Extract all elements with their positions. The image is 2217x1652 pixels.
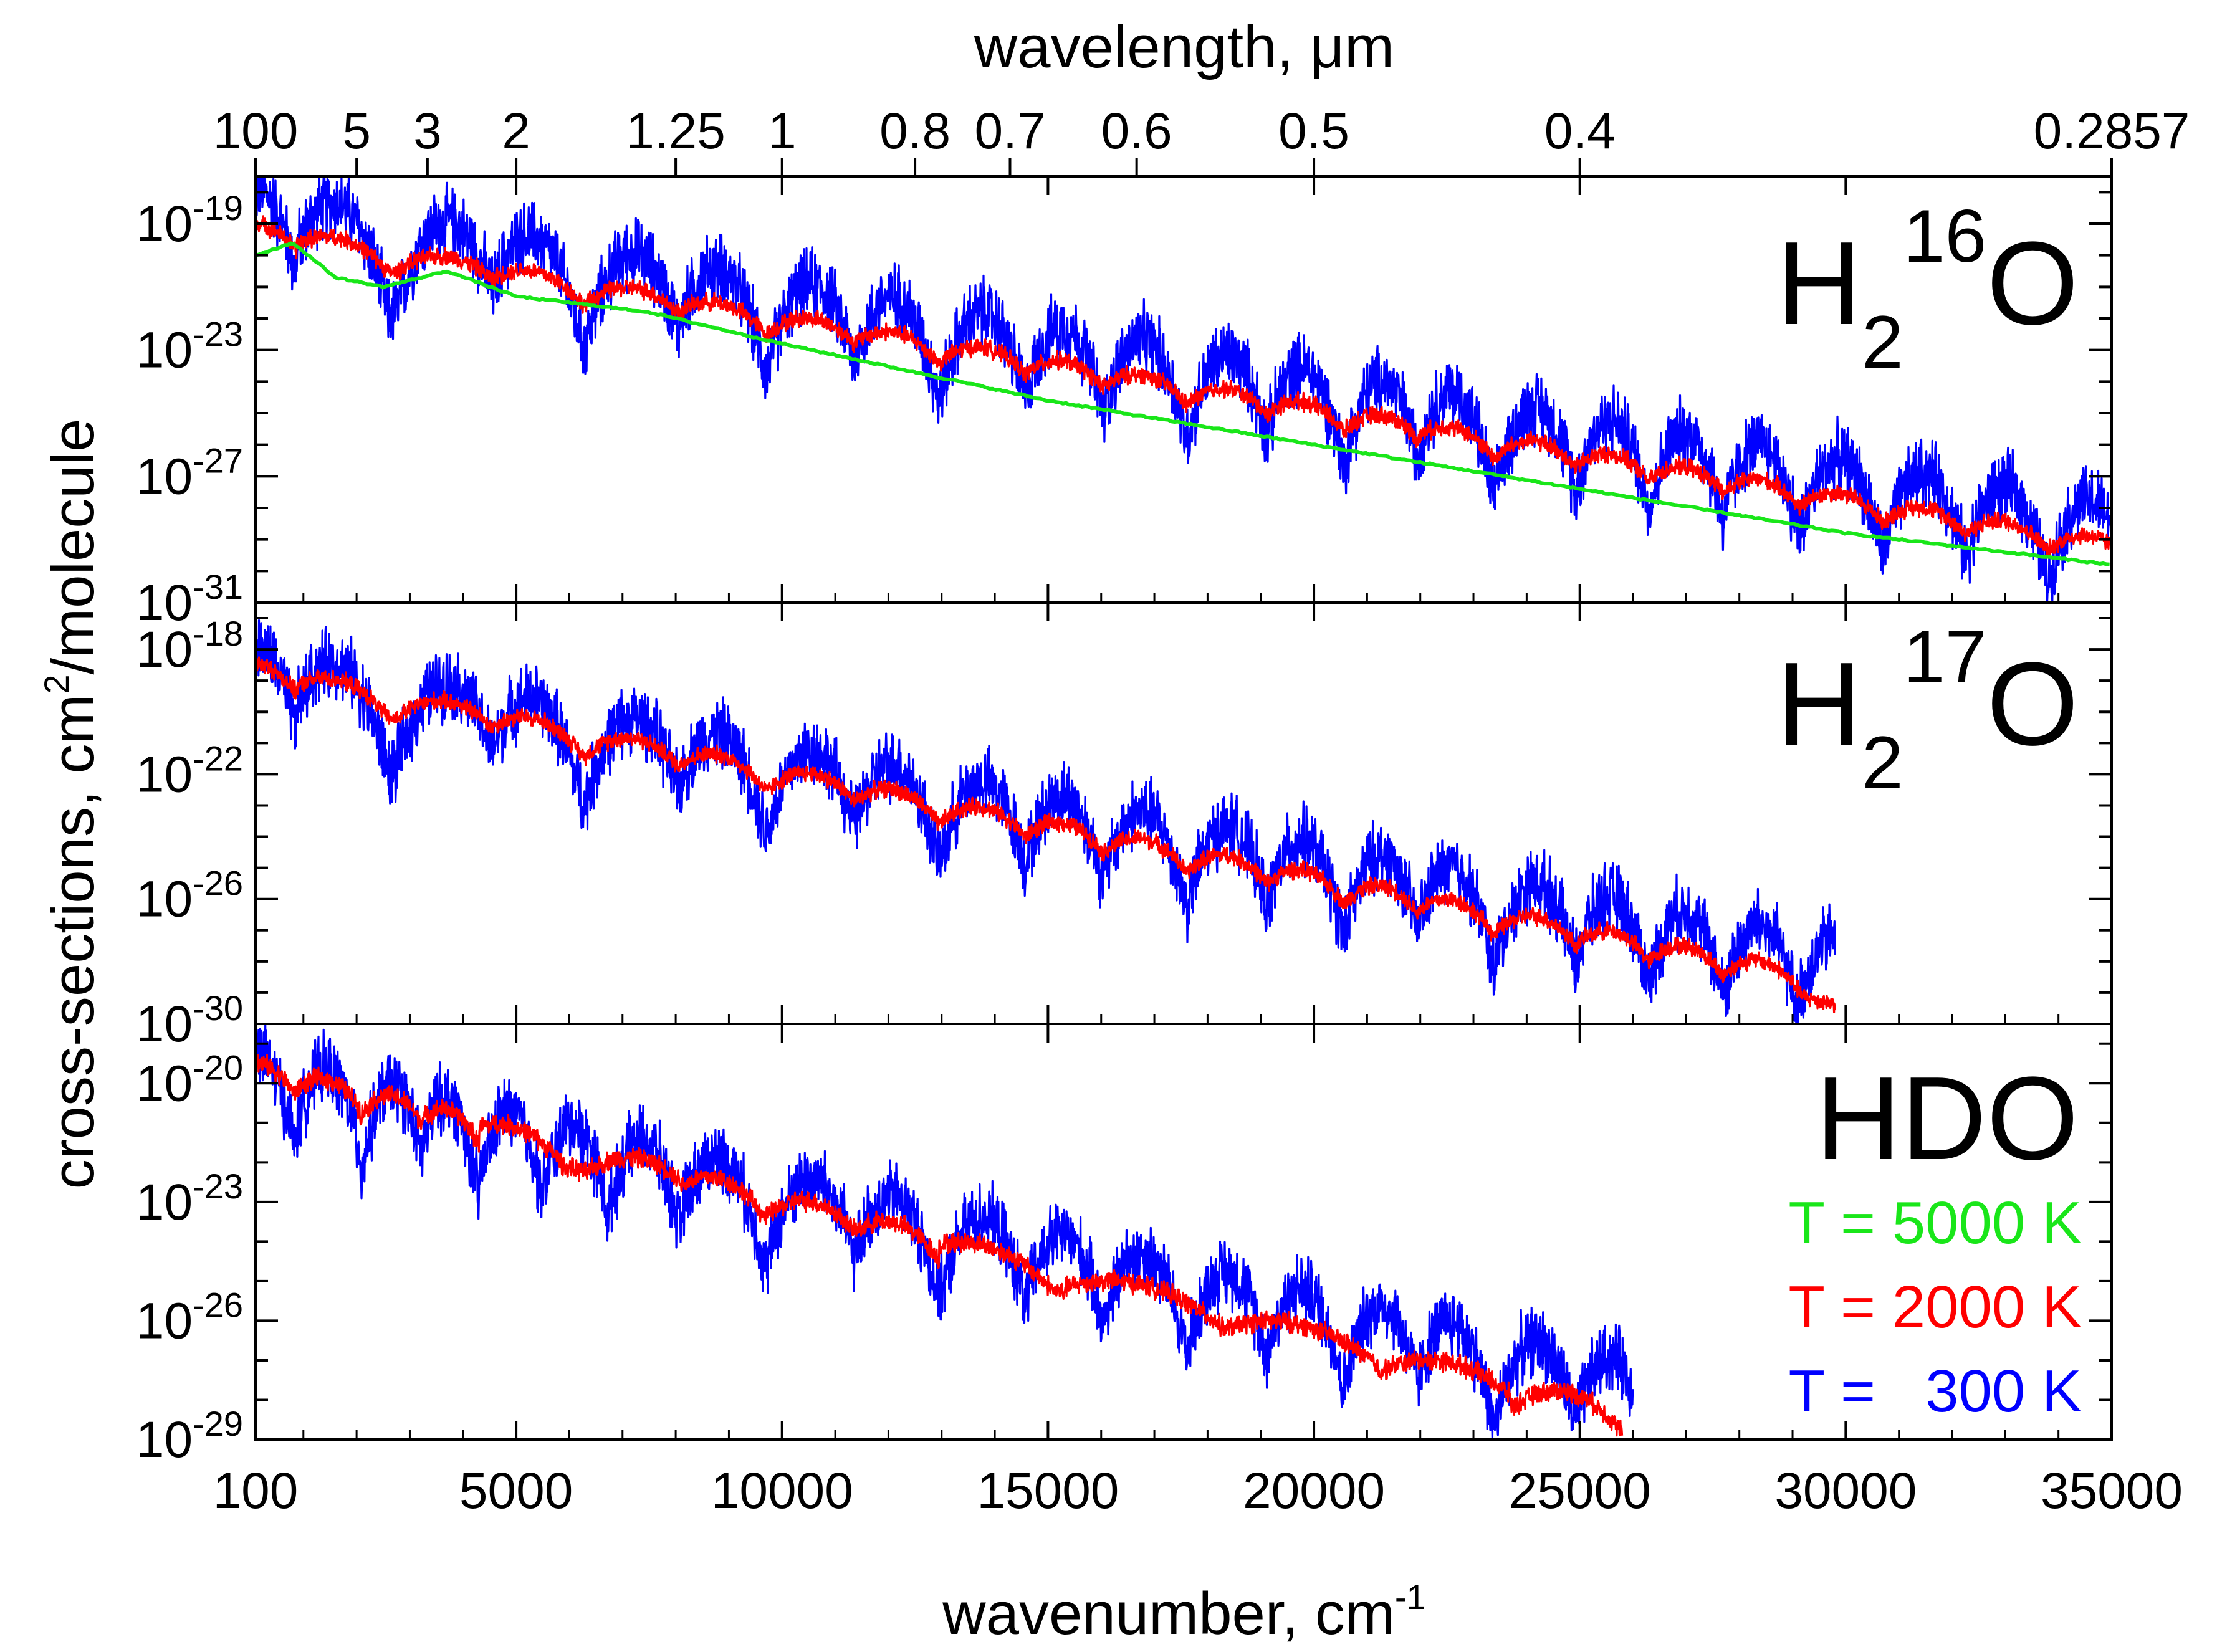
top-tick-label: 0.5 bbox=[1278, 103, 1349, 160]
series-line-300k bbox=[256, 1024, 1634, 1440]
species-label-hdo: HDO bbox=[1816, 1053, 2079, 1185]
series-line-300k bbox=[256, 176, 2112, 603]
series-line-300k bbox=[256, 619, 1836, 1024]
series-line-5000k bbox=[256, 241, 2110, 566]
species-label-h2-17o: H217O bbox=[1776, 615, 2079, 805]
top-axis: 100 5 3 2 1.25 1 0.8 0.7 0.6 0.5 0.4 0.2857 bbox=[213, 103, 2190, 176]
x-tick-label: 10000 bbox=[711, 1463, 853, 1519]
top-tick-label: 0.2857 bbox=[2034, 103, 2190, 160]
top-tick-label: 1.25 bbox=[626, 103, 725, 160]
x-tick-label: 100 bbox=[213, 1463, 299, 1519]
y-tick-label: 10-22 bbox=[136, 738, 243, 803]
y-axis-title-sup: 2 bbox=[37, 674, 76, 694]
series-line-2000k bbox=[256, 1054, 1624, 1437]
x-tick-label: 15000 bbox=[977, 1463, 1119, 1519]
legend: T = 5000 K T = 2000 K T = 300 K bbox=[1788, 1190, 2082, 1425]
y-tick-label: 10-23 bbox=[136, 1167, 243, 1231]
y-tick-label: 10-30 bbox=[136, 988, 243, 1053]
y-tick-label: 10-26 bbox=[136, 1285, 243, 1349]
top-tick-label: 1 bbox=[768, 103, 797, 160]
y-tick-label: 10-31 bbox=[136, 567, 243, 631]
x-axis-title-sup: -1 bbox=[1395, 1577, 1426, 1616]
panel-h2-16o: 10-19 10-23 10-27 10-31 H216O bbox=[136, 175, 2113, 631]
y-tick-label: 10-26 bbox=[136, 864, 243, 928]
y-tick-label: 10-23 bbox=[136, 315, 243, 379]
top-tick-label: 0.4 bbox=[1544, 103, 1616, 160]
x-tick-label: 5000 bbox=[459, 1463, 573, 1519]
y-tick-label: 10-18 bbox=[136, 614, 243, 678]
species-label-h2-16o: H216O bbox=[1776, 194, 2079, 384]
x-tick-label: 35000 bbox=[2041, 1463, 2183, 1519]
top-tick-label: 0.7 bbox=[974, 103, 1045, 160]
panel-hdo: 10-20 10-23 10-26 10-29 HDO bbox=[136, 1023, 2113, 1468]
x-tick-label: 25000 bbox=[1509, 1463, 1651, 1519]
top-tick-label: 5 bbox=[342, 103, 371, 160]
panel-h2-17o: 10-18 10-22 10-26 10-30 H217O bbox=[136, 601, 2113, 1053]
series-line-2000k bbox=[256, 215, 2112, 559]
legend-entry-2000k: T = 2000 K bbox=[1788, 1274, 2082, 1340]
x-tick-label: 30000 bbox=[1774, 1463, 1917, 1519]
top-axis-title: wavelength, μm bbox=[974, 14, 1394, 80]
y-tick-label: 10-19 bbox=[136, 188, 243, 252]
x-axis-title: wavenumber, cm-1 bbox=[942, 1577, 1425, 1647]
y-axis-title: cross-sections, cm2/molecule bbox=[37, 419, 107, 1190]
top-tick-label: 2 bbox=[502, 103, 530, 160]
x-axis-title-main: wavenumber, cm bbox=[942, 1580, 1395, 1647]
top-tick-label: 3 bbox=[413, 103, 442, 160]
y-axis-title-rest: /molecule bbox=[40, 419, 107, 675]
top-tick-label: 0.8 bbox=[879, 103, 950, 160]
x-tick-label: 20000 bbox=[1243, 1463, 1385, 1519]
y-tick-label: 10-20 bbox=[136, 1048, 243, 1112]
series-line-2000k bbox=[256, 656, 1836, 1014]
legend-entry-300k: T = 300 K bbox=[1788, 1358, 2082, 1425]
y-axis-title-main: cross-sections, cm bbox=[40, 694, 107, 1190]
panel-frame bbox=[254, 1023, 2113, 1441]
y-tick-label: 10-29 bbox=[136, 1404, 243, 1468]
y-tick-label: 10-27 bbox=[136, 441, 243, 505]
bottom-axis: 100 5000 10000 15000 20000 25000 30000 35000 bbox=[213, 1463, 2183, 1519]
top-tick-label: 100 bbox=[213, 103, 299, 160]
top-tick-label: 0.6 bbox=[1101, 103, 1172, 160]
legend-entry-5000k: T = 5000 K bbox=[1788, 1190, 2082, 1256]
